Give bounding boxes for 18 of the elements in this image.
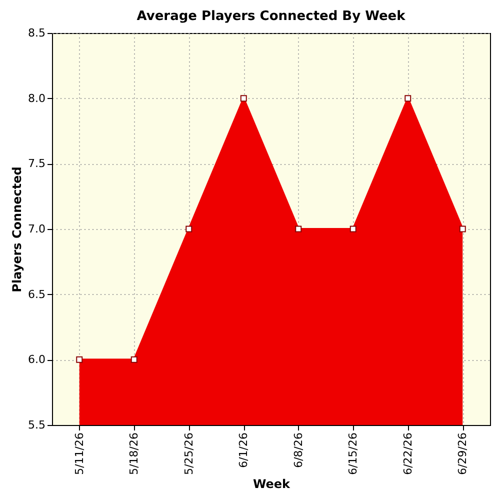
x-tick-label: 6/8/26 xyxy=(292,432,305,468)
x-tick-label: 5/25/26 xyxy=(182,432,196,475)
y-tick-label: 8.0 xyxy=(28,92,46,105)
y-tick-label: 5.5 xyxy=(28,418,46,432)
x-tick-label: 6/15/26 xyxy=(346,432,360,475)
y-axis-title: Players Connected xyxy=(10,166,24,292)
chart-title: Average Players Connected By Week xyxy=(136,9,406,24)
x-tick-label: 6/1/26 xyxy=(237,432,250,468)
y-tick-label: 6.0 xyxy=(28,353,46,366)
y-tick-label: 8.5 xyxy=(28,26,46,40)
x-tick-label: 6/22/26 xyxy=(401,432,414,475)
y-tick-label: 6.5 xyxy=(28,288,46,301)
y-tick-label: 7.0 xyxy=(28,222,46,236)
x-tick-label: 6/29/26 xyxy=(456,432,470,475)
x-tick-label: 5/11/26 xyxy=(72,432,86,475)
y-tick-label: 7.5 xyxy=(28,157,46,170)
x-tick-label: 5/18/26 xyxy=(128,432,141,475)
x-axis-title: Week xyxy=(252,476,292,491)
